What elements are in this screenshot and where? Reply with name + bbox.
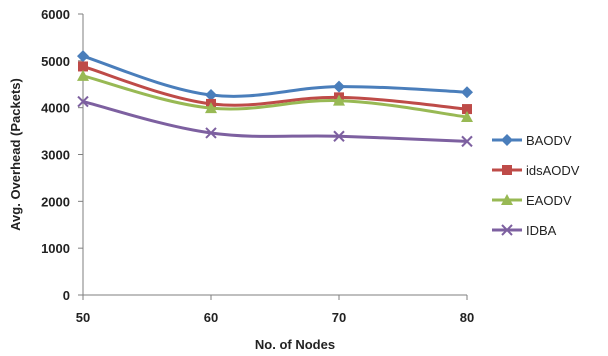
series-baodv (77, 50, 473, 102)
legend: BAODV idsAODV EAODV IDBA (492, 133, 580, 238)
data-point-baodv (333, 80, 345, 93)
plot-area: 0 1000 2000 3000 4000 5000 6000 50 60 70 80 (41, 7, 474, 325)
y-tick-label: 6000 (41, 7, 70, 22)
series-group (77, 50, 473, 148)
legend-marker-baodv (501, 134, 513, 146)
y-tick-label: 1000 (41, 241, 70, 256)
legend-label: BAODV (526, 133, 572, 148)
legend-marker-eaodv (501, 194, 513, 205)
series-line-idsaodv (82, 65, 468, 111)
data-point-idba (205, 127, 217, 139)
legend-item-eaodv: EAODV (492, 193, 572, 208)
x-axis-title: No. of Nodes (255, 337, 335, 352)
legend-marker-idba (501, 224, 513, 236)
y-tick-label: 0 (63, 288, 70, 303)
data-point-baodv (77, 50, 89, 63)
legend-label: EAODV (526, 193, 572, 208)
y-tick-label: 4000 (41, 101, 70, 116)
legend-item-idsaodv: idsAODV (492, 163, 580, 178)
x-axis-ticks: 50 60 70 80 (76, 295, 474, 325)
legend-item-idba: IDBA (492, 223, 557, 238)
data-point-idsaodv (78, 61, 88, 72)
data-point-idba (333, 130, 345, 142)
series-line-eaodv (82, 74, 468, 119)
data-point-idsaodv (462, 104, 472, 115)
data-point-baodv (461, 86, 473, 99)
x-tick-label: 70 (332, 310, 346, 325)
legend-label: IDBA (526, 223, 557, 238)
data-point-eaodv (205, 102, 217, 114)
series-eaodv (77, 69, 473, 123)
x-tick-label: 60 (204, 310, 218, 325)
data-point-eaodv (333, 94, 345, 106)
y-tick-label: 3000 (41, 148, 70, 163)
data-point-baodv (205, 89, 217, 102)
data-point-eaodv (461, 111, 473, 123)
legend-item-baodv: BAODV (492, 133, 572, 148)
y-axis-ticks: 0 1000 2000 3000 4000 5000 6000 (41, 7, 83, 303)
y-axis-title: Avg. Overhead (Packets) (8, 78, 23, 231)
x-tick-label: 80 (460, 310, 474, 325)
data-point-eaodv (77, 69, 89, 81)
series-idba (77, 95, 473, 148)
series-line-baodv (82, 54, 468, 98)
data-point-idba (77, 95, 89, 108)
y-tick-label: 5000 (41, 54, 70, 69)
x-tick-label: 50 (76, 310, 90, 325)
legend-marker-idsaodv (502, 165, 512, 175)
data-point-idba (461, 135, 473, 148)
legend-label: idsAODV (526, 163, 580, 178)
series-line-idba (82, 100, 468, 143)
y-tick-label: 2000 (41, 194, 70, 209)
